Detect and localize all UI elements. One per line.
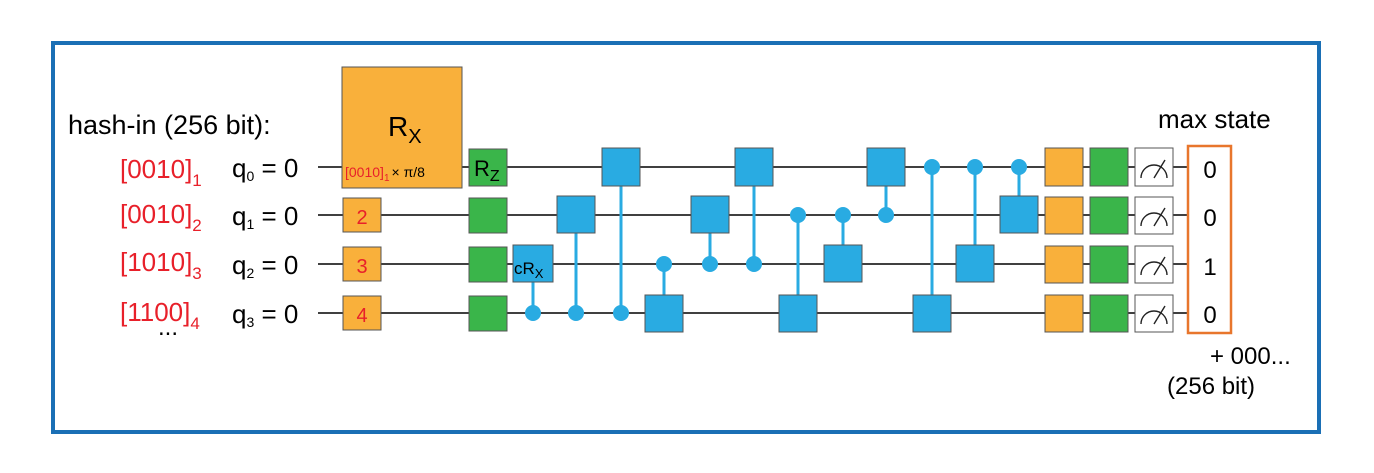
final-rz-gate-q0 <box>1089 147 1129 187</box>
encoding-gate-q2 <box>342 246 382 282</box>
max-state-q1: 0 <box>1203 205 1216 232</box>
meter-arc-q2 <box>1140 261 1168 276</box>
control-dot-11 <box>967 159 983 175</box>
hash-in-block-2: [0010]2 <box>120 199 202 235</box>
qubit-label-q3: q3 = 0 <box>232 299 298 330</box>
control-dot-10 <box>924 159 940 175</box>
rz-gate-q0 <box>468 148 508 187</box>
control-dot-12 <box>1011 159 1027 175</box>
crx-gate-10 <box>912 294 952 333</box>
max-state-suffix: + 000... <box>1210 343 1291 370</box>
control-dot-2 <box>568 305 584 321</box>
crx-gate-6 <box>734 147 774 187</box>
qubit-label-q0: q0 = 0 <box>232 153 298 184</box>
final-rz-gate-q2 <box>1089 245 1129 284</box>
svg-text:[0010]1: [0010]1 <box>120 154 202 190</box>
control-dot-4 <box>656 256 672 272</box>
crx-gate-12 <box>999 195 1039 234</box>
encoding-gate-q1 <box>342 197 382 233</box>
crx-gate-9 <box>866 147 906 187</box>
svg-text:[0010]2: [0010]2 <box>120 199 202 235</box>
measurement-icon <box>1134 196 1174 235</box>
hash-in-block-1: [0010]1 <box>120 154 202 190</box>
rz-gate-q2 <box>468 246 508 283</box>
max-state-q0: 0 <box>1203 157 1216 184</box>
crx-gate-11 <box>955 244 995 283</box>
rz-gate-q3 <box>468 295 508 332</box>
rz-gate-symbol: RZ <box>474 156 500 185</box>
measurement-icon <box>1134 147 1174 187</box>
rz-gate-q1 <box>468 197 508 234</box>
max-state-q2: 1 <box>1203 254 1216 281</box>
encoding-gate-label-q1: 2 <box>356 207 367 229</box>
rx-gate <box>341 66 463 189</box>
final-rx-gate-q3 <box>1044 294 1084 333</box>
final-rx-gate-q1 <box>1044 196 1084 235</box>
encoding-gate-q3 <box>342 295 382 331</box>
crx-gate-4 <box>644 294 684 333</box>
final-rx-gate-q2 <box>1044 245 1084 284</box>
crx-gate-2 <box>556 195 596 234</box>
control-dot-1 <box>525 305 541 321</box>
control-dot-3 <box>613 305 629 321</box>
measurement-icon <box>1134 294 1174 333</box>
hash-in-label: hash-in (256 bit): <box>68 110 271 140</box>
meter-arc-q3 <box>1140 310 1168 325</box>
control-dot-6 <box>746 256 762 272</box>
meter-needle-q3 <box>1153 305 1166 325</box>
meter-needle-q0 <box>1153 159 1166 179</box>
crx-gate-8 <box>823 244 863 283</box>
figure-frame <box>51 41 1321 434</box>
final-rx-gate-q0 <box>1044 147 1084 187</box>
encoding-gate-label-q2: 3 <box>356 256 367 278</box>
max-state-box <box>1186 144 1233 335</box>
crx-gate-symbol: cRX <box>514 259 544 281</box>
final-rz-gate-q3 <box>1089 294 1129 333</box>
crx-gate-1 <box>512 244 554 283</box>
meter-arc-q1 <box>1140 212 1168 227</box>
qubit-label-q2: q2 = 0 <box>232 250 298 281</box>
meter-needle-q1 <box>1153 207 1166 227</box>
crx-gate-3 <box>601 147 641 187</box>
hash-in-ellipsis: ... <box>158 314 178 341</box>
qubit-label-q1: q1 = 0 <box>232 201 298 232</box>
meter-needle-q2 <box>1153 256 1166 276</box>
svg-text:[1010]3: [1010]3 <box>120 247 202 283</box>
measurement-icon <box>1134 245 1174 284</box>
max-state-q3: 0 <box>1203 302 1216 329</box>
max-state-suffix-bits: (256 bit) <box>1167 373 1255 400</box>
max-state-label: max state <box>1158 104 1271 134</box>
control-dot-9 <box>878 207 894 223</box>
encoding-gate-label-q3: 4 <box>356 305 367 327</box>
crx-gate-7 <box>778 294 818 333</box>
hash-in-block-4: [1100]4 <box>120 297 200 333</box>
control-dot-7 <box>790 207 806 223</box>
hash-in-block-3: [1010]3 <box>120 247 202 283</box>
final-rz-gate-q1 <box>1089 196 1129 235</box>
control-dot-8 <box>835 207 851 223</box>
control-dot-5 <box>702 256 718 272</box>
meter-arc-q0 <box>1140 164 1168 179</box>
rx-gate-angle: [0010]1 × π/8 <box>345 164 425 184</box>
rx-gate-symbol: RX <box>388 111 422 148</box>
svg-text:[1100]4: [1100]4 <box>120 297 200 333</box>
crx-gate-5 <box>690 195 730 234</box>
